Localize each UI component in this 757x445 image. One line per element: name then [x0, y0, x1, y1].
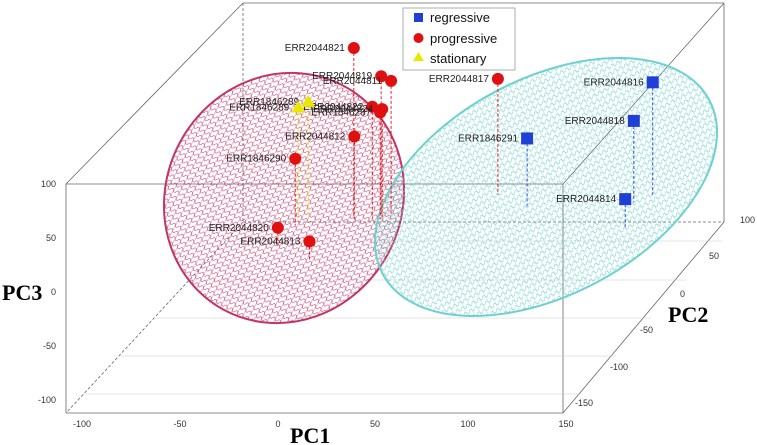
legend-marker-stationary [413, 52, 424, 61]
point-progressive [271, 221, 284, 234]
legend-marker-progressive [413, 33, 424, 43]
point-stationary [291, 100, 306, 113]
pc3-tick: 0 [51, 287, 56, 297]
point-label: ERR2044812 [285, 132, 345, 143]
legend-label: stationary [430, 51, 487, 66]
point-progressive [375, 70, 388, 83]
point-label: ERR1846289 [229, 103, 289, 114]
point-label: ERR2044824 [313, 104, 373, 115]
pc1-tick: 50 [370, 419, 380, 429]
pc3-axis: 100 50 0 -50 -100 [38, 179, 56, 405]
pc1-tick: -100 [73, 419, 91, 429]
legend-entry: regressive [414, 10, 490, 25]
point-label: ERR2044817 [429, 74, 489, 85]
pc1-tick: 100 [460, 419, 475, 429]
point-regressive [619, 193, 632, 206]
legend-marker-regressive [414, 13, 423, 22]
point-regressive [521, 132, 534, 145]
pc2-tick: -50 [640, 325, 653, 335]
point-label: ERR2044821 [285, 43, 345, 54]
point-label: ERR2044818 [565, 116, 625, 127]
point-label: ERR2044816 [584, 77, 644, 88]
pc2-tick: 100 [740, 215, 755, 225]
pc2-tick: -100 [610, 362, 628, 372]
pc3-tick: 100 [41, 179, 56, 189]
legend-label: regressive [430, 10, 490, 25]
drop-lines [277, 48, 654, 262]
point-progressive [385, 74, 398, 87]
pc3-tick: 50 [46, 233, 56, 243]
pc1-tick: -50 [173, 419, 186, 429]
pc1-axis-title: PC1 [290, 423, 330, 445]
legend: regressive progressive stationary [402, 7, 516, 71]
legend-entry: progressive [413, 31, 497, 46]
point-label: ERR2044811 [323, 76, 383, 87]
pc1-tick: 0 [275, 419, 280, 429]
point-regressive [627, 114, 640, 127]
pc3-tick: -100 [38, 395, 56, 405]
point-regressive [646, 76, 659, 89]
pc1-axis: -100 -50 0 50 100 150 [73, 419, 574, 429]
point-label: ERR2044814 [556, 194, 616, 205]
point-label: ERR2044813 [240, 237, 300, 248]
point-label: ERR1846288 [738, 0, 757, 1]
point-progressive [303, 235, 316, 248]
point-label: ERR1846287 [311, 108, 371, 119]
point-progressive [348, 130, 361, 143]
pc3-tick: -50 [43, 341, 56, 351]
pc2-tick: 0 [680, 289, 685, 299]
pc1-tick: 150 [558, 419, 573, 429]
pc2-axis-title: PC2 [668, 302, 708, 327]
point-label: ERR1846289 [239, 97, 299, 108]
point-label: ERR2044820 [209, 223, 269, 234]
point-label: ERR2044822 [303, 102, 363, 113]
point-progressive [374, 106, 387, 119]
legend-entry: stationary [413, 51, 487, 66]
legend-label: progressive [430, 31, 497, 46]
point-progressive [289, 152, 302, 165]
pc3-axis-title: PC3 [2, 280, 42, 305]
point-stationary [301, 94, 316, 107]
point-progressive [491, 72, 504, 85]
pc2-tick: -150 [575, 398, 593, 408]
point-label: ERR1846290 [226, 154, 286, 165]
point-label: ERR1846291 [458, 133, 518, 144]
point-progressive [347, 42, 360, 54]
pc2-axis: 100 50 0 -50 -100 -150 [575, 215, 755, 408]
pc2-tick: 50 [709, 251, 719, 261]
point-label: ERR2044819 [312, 71, 372, 82]
